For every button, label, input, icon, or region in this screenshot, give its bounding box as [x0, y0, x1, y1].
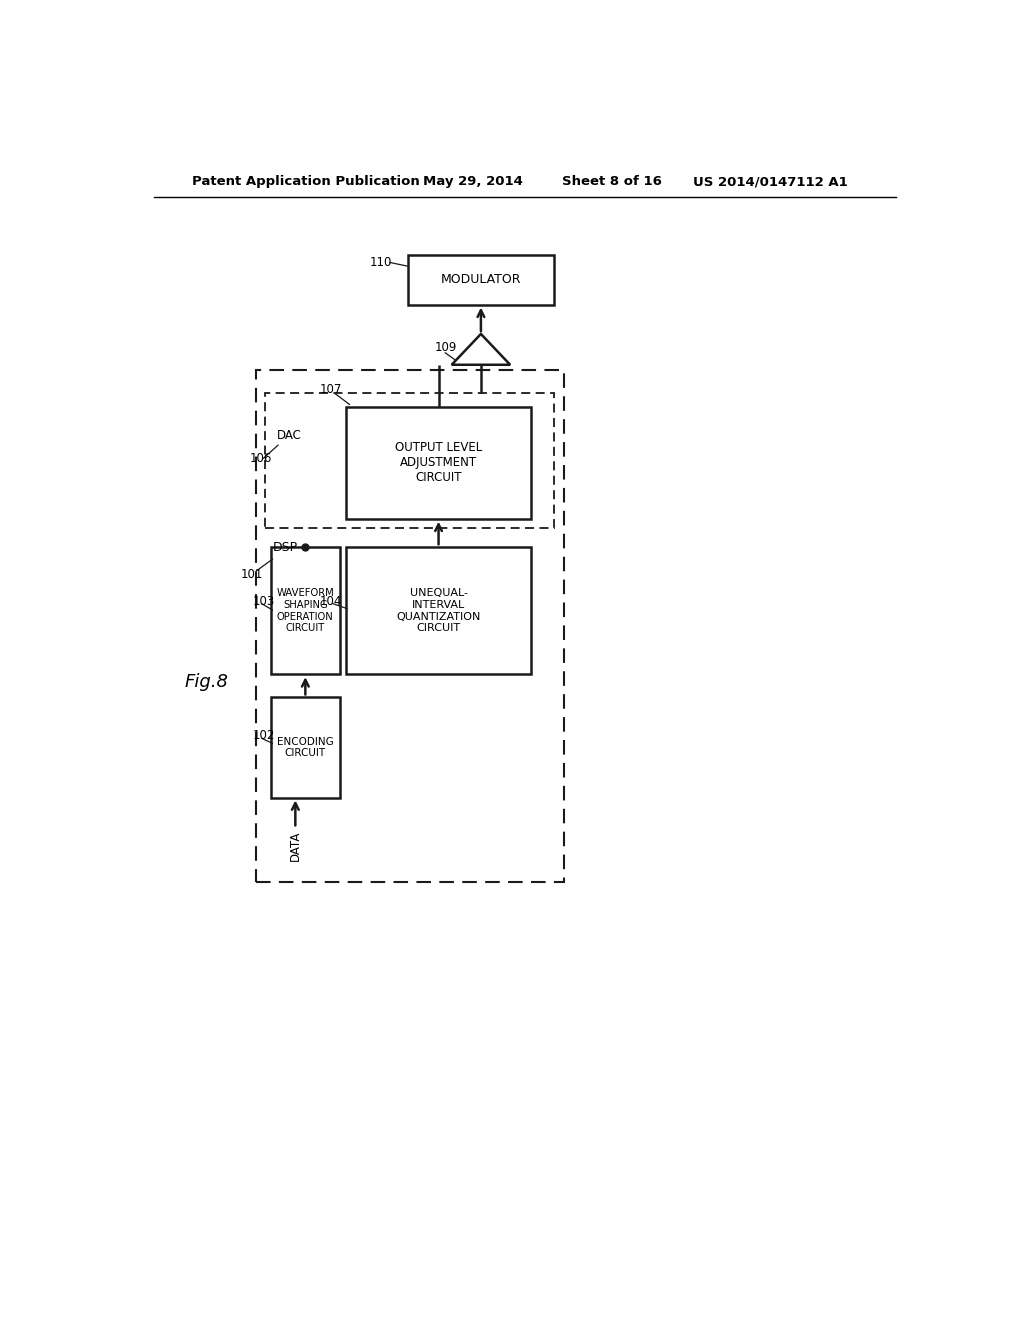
Text: 109: 109 — [435, 341, 457, 354]
Text: 107: 107 — [319, 383, 342, 396]
Text: DATA: DATA — [289, 830, 302, 861]
Text: DAC: DAC — [276, 429, 302, 442]
Text: ENCODING
CIRCUIT: ENCODING CIRCUIT — [276, 737, 334, 758]
Text: WAVEFORM
SHAPING
OPERATION
CIRCUIT: WAVEFORM SHAPING OPERATION CIRCUIT — [276, 589, 334, 634]
Text: 103: 103 — [252, 594, 274, 607]
Text: OUTPUT LEVEL
ADJUSTMENT
CIRCUIT: OUTPUT LEVEL ADJUSTMENT CIRCUIT — [395, 441, 482, 484]
Bar — [346, 407, 531, 519]
Bar — [270, 697, 340, 797]
Text: 110: 110 — [370, 256, 391, 269]
Bar — [346, 548, 531, 675]
Text: MODULATOR: MODULATOR — [440, 273, 521, 286]
Text: UNEQUAL-
INTERVAL
QUANTIZATION
CIRCUIT: UNEQUAL- INTERVAL QUANTIZATION CIRCUIT — [396, 589, 480, 634]
Text: 106: 106 — [250, 453, 272, 465]
Bar — [256, 370, 564, 882]
Text: May 29, 2014: May 29, 2014 — [423, 176, 523, 187]
Text: DSP: DSP — [273, 541, 298, 554]
Text: Fig.8: Fig.8 — [184, 673, 228, 690]
Text: 102: 102 — [252, 730, 274, 742]
Bar — [265, 393, 554, 528]
Bar — [408, 255, 554, 305]
Text: Sheet 8 of 16: Sheet 8 of 16 — [562, 176, 662, 187]
Text: 104: 104 — [319, 594, 342, 607]
Text: US 2014/0147112 A1: US 2014/0147112 A1 — [692, 176, 848, 187]
Text: Patent Application Publication: Patent Application Publication — [193, 176, 420, 187]
Text: 101: 101 — [241, 568, 263, 581]
Bar — [270, 548, 340, 675]
